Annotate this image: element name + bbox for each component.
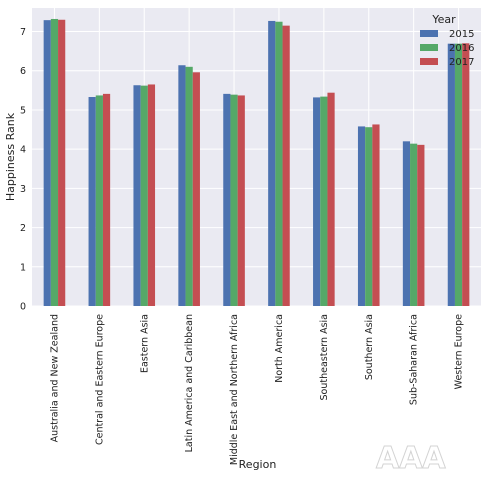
watermark: AAA xyxy=(376,441,446,476)
x-tick-label: Western Europe xyxy=(454,314,465,390)
x-tick-label: North America xyxy=(274,314,285,383)
legend-label: 2016 xyxy=(449,43,474,54)
bar xyxy=(102,93,111,306)
bar xyxy=(327,92,335,307)
x-tick-label: Sub-Saharan Africa xyxy=(409,314,420,405)
x-tick-label: Middle East and Northern Africa xyxy=(229,314,240,465)
bar xyxy=(140,85,148,306)
bar xyxy=(58,19,66,307)
legend-swatch xyxy=(420,44,438,51)
bar xyxy=(147,84,156,306)
bar xyxy=(223,93,231,306)
bar xyxy=(192,72,200,306)
y-tick-label: 5 xyxy=(20,105,26,116)
bar xyxy=(275,21,283,306)
y-tick-label: 1 xyxy=(20,262,26,273)
bar xyxy=(50,18,59,307)
legend-label: 2017 xyxy=(449,57,474,68)
y-axis-ticks: 0 1 2 3 4 5 6 7 xyxy=(20,27,26,312)
legend-swatch xyxy=(420,58,438,65)
bar xyxy=(282,25,290,306)
y-tick-label: 2 xyxy=(20,223,26,234)
bar xyxy=(185,66,193,306)
bar xyxy=(372,124,380,306)
x-tick-label: Southern Asia xyxy=(364,314,375,380)
legend-title: Year xyxy=(431,13,456,26)
bar xyxy=(447,43,455,306)
bar xyxy=(365,127,373,306)
bar xyxy=(313,97,321,307)
x-axis-ticks: Australia and New Zealand Central and Eas… xyxy=(49,314,464,465)
x-tick-label: Eastern Asia xyxy=(139,314,150,373)
y-tick-label: 0 xyxy=(20,302,26,313)
bar xyxy=(402,141,411,306)
bar xyxy=(133,85,141,306)
bar xyxy=(88,97,96,306)
y-tick-label: 4 xyxy=(20,145,26,156)
x-tick-label: Latin America and Caribbean xyxy=(184,314,195,452)
y-tick-label: 6 xyxy=(20,66,26,77)
x-tick-label: Australia and New Zealand xyxy=(49,314,60,442)
bar xyxy=(410,143,418,306)
legend-label: 2015 xyxy=(449,29,474,40)
bar xyxy=(417,144,425,306)
bar xyxy=(43,20,51,306)
bar xyxy=(268,20,276,306)
bar xyxy=(320,96,328,307)
bar xyxy=(95,95,103,306)
y-tick-label: 3 xyxy=(20,184,26,195)
x-tick-label: Southeastern Asia xyxy=(319,314,330,400)
y-tick-label: 7 xyxy=(20,27,26,38)
bar xyxy=(462,43,470,306)
x-axis-label: Region xyxy=(239,458,277,471)
bar xyxy=(178,65,186,306)
y-axis-label: Happiness Rank xyxy=(4,112,17,201)
bar xyxy=(454,43,463,306)
bar xyxy=(357,126,366,306)
legend-swatch xyxy=(420,30,438,37)
bar xyxy=(237,95,245,306)
bars xyxy=(43,18,470,307)
bar xyxy=(230,94,238,306)
x-tick-label: Central and Eastern Europe xyxy=(94,314,105,445)
legend: Year 2015 2016 2017 xyxy=(420,13,474,68)
